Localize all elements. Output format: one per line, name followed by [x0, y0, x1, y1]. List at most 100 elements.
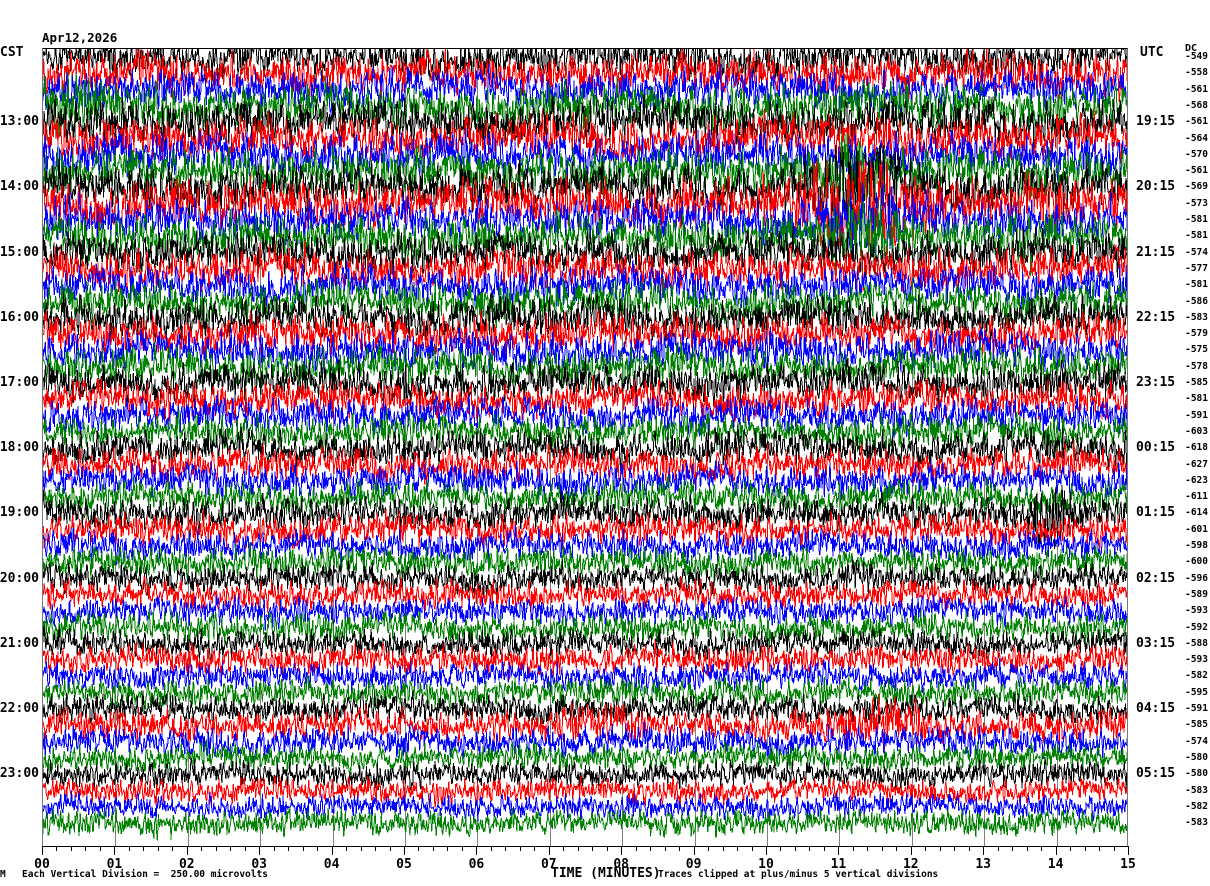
tick-minor	[940, 846, 941, 851]
trace-lines-layer	[43, 49, 1127, 846]
tick-major-1	[114, 846, 115, 855]
tick-minor	[853, 846, 854, 851]
minute-label-00: 00	[34, 857, 50, 872]
tick-minor	[375, 846, 376, 851]
minute-label-15: 15	[1120, 857, 1136, 872]
tick-minor	[390, 846, 391, 851]
minute-label-13: 13	[975, 857, 992, 872]
dc-value: -614	[1185, 507, 1208, 519]
tick-minor	[317, 846, 318, 851]
dc-value: -600	[1185, 556, 1208, 568]
tick-major-5	[404, 846, 405, 855]
seismic-trace	[43, 690, 1127, 728]
dc-value: -603	[1185, 425, 1208, 437]
seismogram-plot-area[interactable]	[42, 48, 1128, 846]
tick-major-3	[259, 846, 260, 855]
seismic-trace	[43, 127, 1127, 186]
tick-minor	[1070, 846, 1071, 851]
seismic-trace	[43, 197, 1127, 276]
tick-minor	[665, 846, 666, 851]
seismic-trace	[43, 525, 1127, 567]
trace-svg	[43, 49, 1127, 841]
x-axis-title: TIME (MINUTES)	[551, 866, 661, 881]
hour-label-cst-1500: 15:00	[0, 244, 39, 260]
seismic-trace	[43, 807, 1127, 841]
tick-minor	[723, 846, 724, 851]
minute-label-14: 14	[1047, 857, 1064, 872]
hour-label-utc-0515: 05:15	[1136, 766, 1176, 782]
tick-minor	[447, 846, 448, 851]
tick-minor	[780, 846, 781, 851]
tick-minor	[1099, 846, 1100, 851]
minute-label-10: 10	[758, 857, 774, 872]
tick-minor	[896, 846, 897, 851]
tick-minor	[636, 846, 637, 851]
tick-minor	[867, 846, 868, 851]
seismic-trace	[43, 609, 1127, 648]
dc-value: -618	[1185, 442, 1208, 454]
hour-label-cst-1700: 17:00	[0, 375, 39, 390]
tick-major-11	[838, 846, 839, 855]
minute-label-09: 09	[685, 857, 702, 872]
dc-value: -583	[1185, 817, 1208, 829]
seismic-trace	[43, 109, 1127, 168]
dc-value: -578	[1185, 360, 1208, 372]
dc-value: -588	[1185, 637, 1208, 649]
seismic-trace	[43, 739, 1127, 776]
seismic-trace	[43, 657, 1127, 695]
tick-minor	[795, 846, 796, 851]
tick-minor	[491, 846, 492, 851]
seismic-trace	[43, 357, 1127, 409]
bottom-minute-axis	[42, 846, 1129, 856]
hour-label-cst-1600: 16:00	[0, 309, 39, 325]
tick-major-9	[694, 846, 695, 855]
dc-value: -593	[1185, 654, 1208, 666]
tick-major-2	[187, 846, 188, 855]
tick-major-6	[476, 846, 477, 855]
tick-minor	[534, 846, 535, 851]
dc-value: -585	[1185, 377, 1208, 388]
minute-label-07: 07	[540, 857, 557, 872]
dc-value: -564	[1185, 132, 1208, 144]
tick-minor	[578, 846, 579, 851]
tick-minor	[563, 846, 564, 851]
tick-minor	[1041, 846, 1042, 851]
tick-minor	[1085, 846, 1086, 851]
dc-value: -579	[1185, 328, 1208, 340]
tick-minor	[56, 846, 57, 851]
hour-label-utc-0115: 01:15	[1136, 505, 1176, 521]
minute-label-06: 06	[468, 857, 485, 872]
tick-major-15	[1128, 846, 1129, 855]
seismic-trace	[43, 326, 1127, 374]
dc-column-header: DC	[1185, 43, 1198, 54]
dc-value: -549	[1185, 51, 1208, 62]
seismic-trace	[43, 576, 1127, 615]
tick-minor	[71, 846, 72, 851]
dc-value: -577	[1185, 262, 1208, 274]
seismic-trace	[43, 132, 1127, 206]
seismic-trace	[43, 277, 1127, 328]
seismic-trace	[43, 63, 1127, 117]
tick-major-13	[983, 846, 984, 855]
dc-value: -595	[1185, 686, 1208, 698]
tick-minor	[752, 846, 753, 851]
tick-minor	[100, 846, 101, 851]
hour-label-utc-2215: 22:15	[1136, 309, 1176, 325]
dc-value: -582	[1185, 670, 1208, 682]
seismic-trace	[43, 259, 1127, 312]
hour-label-cst-1900: 19:00	[0, 505, 39, 521]
tick-major-10	[766, 846, 767, 855]
tick-minor	[954, 846, 955, 851]
hour-label-utc-0415: 04:15	[1136, 701, 1176, 716]
tick-minor	[230, 846, 231, 851]
seismic-trace	[43, 440, 1127, 486]
dc-value: -561	[1185, 116, 1208, 128]
dc-value: -580	[1185, 751, 1208, 763]
tick-minor	[505, 846, 506, 851]
vertical-division-note: Each Vertical Division = 250.00 microvol…	[22, 869, 268, 880]
tick-minor	[592, 846, 593, 851]
tick-minor	[303, 846, 304, 851]
seismic-trace	[43, 309, 1127, 360]
minute-label-02: 02	[178, 857, 195, 872]
dc-value: -574	[1185, 735, 1208, 747]
